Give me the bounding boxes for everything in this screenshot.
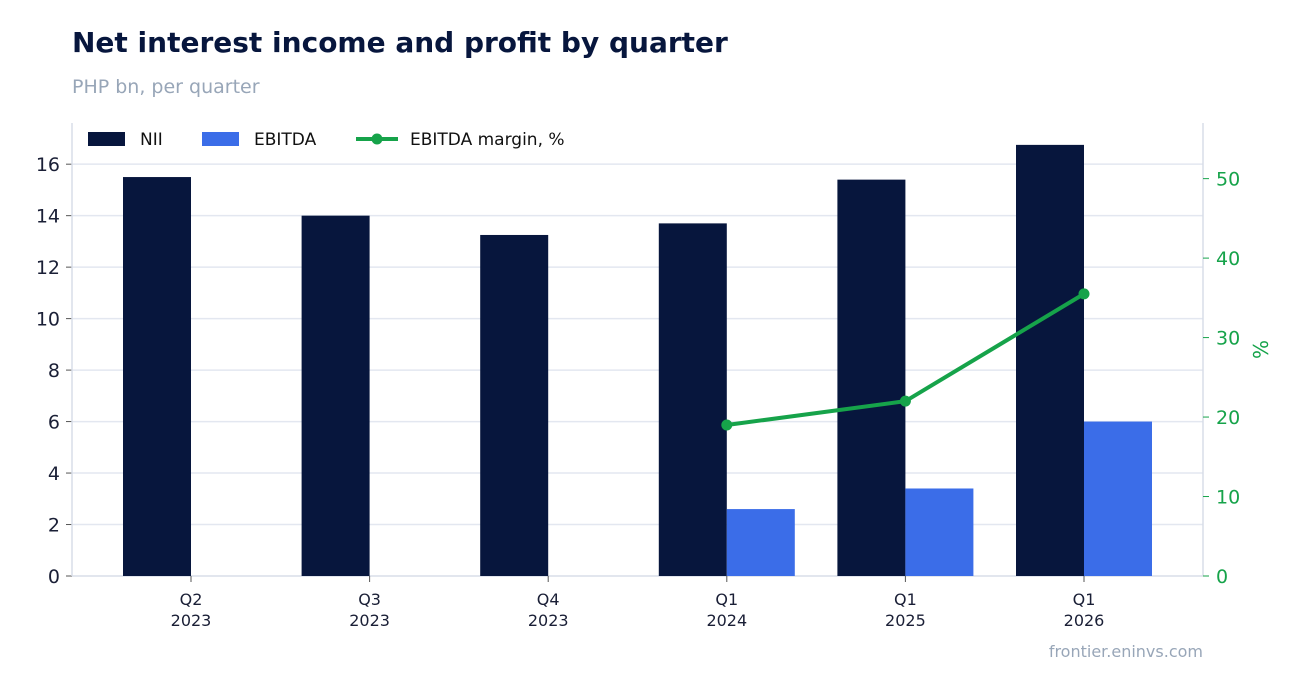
- x-tick-label-quarter: Q1: [894, 590, 917, 609]
- legend-label-ebitda: EBITDA: [254, 130, 317, 150]
- y-tick-label: 14: [36, 206, 60, 228]
- x-tick-label-year: 2023: [171, 611, 212, 630]
- y-tick-label: 4: [48, 463, 60, 485]
- x-tick-label-quarter: Q4: [537, 590, 560, 609]
- x-tick-label-quarter: Q2: [180, 590, 203, 609]
- x-tick-label-quarter: Q1: [1073, 590, 1096, 609]
- y-tick-label: 12: [36, 257, 60, 279]
- y2-tick-label: 40: [1216, 248, 1240, 270]
- x-tick-label-year: 2026: [1064, 611, 1105, 630]
- source-note: frontier.eninvs.com: [1048, 642, 1203, 661]
- x-tick-label-year: 2023: [528, 611, 569, 630]
- bar-nii: [123, 177, 191, 576]
- bar-ebitda: [905, 488, 974, 576]
- y2-tick-label: 0: [1216, 566, 1228, 588]
- y-tick-label: 16: [36, 154, 60, 176]
- margin-point: [1078, 288, 1090, 300]
- x-tick-label-year: 2024: [706, 611, 747, 630]
- y2-axis-label: %: [1249, 340, 1273, 359]
- bar-nii: [1016, 144, 1084, 576]
- x-tick-label-quarter: Q3: [358, 590, 381, 609]
- bar-ebitda: [726, 509, 795, 576]
- x-tick-label-quarter: Q1: [715, 590, 738, 609]
- y-tick-label: 2: [48, 515, 60, 537]
- bar-nii: [837, 179, 906, 576]
- y2-tick-label: 50: [1216, 169, 1240, 191]
- bar-nii: [301, 215, 370, 576]
- chart-subtitle: PHP bn, per quarter: [72, 76, 260, 98]
- margin-point: [899, 395, 911, 407]
- legend-marker-margin: [371, 133, 383, 145]
- y-tick-label: 0: [48, 566, 60, 588]
- legend-label-nii: NII: [140, 130, 163, 150]
- legend-swatch-ebitda: [202, 132, 239, 146]
- bar-nii: [480, 234, 549, 576]
- y-tick-label: 6: [48, 412, 60, 434]
- y2-tick-label: 10: [1216, 487, 1240, 509]
- y-tick-label: 10: [36, 309, 60, 331]
- chart-title: Net interest income and profit by quarte…: [72, 26, 728, 59]
- legend-swatch-nii: [88, 132, 125, 146]
- y2-tick-label: 30: [1216, 328, 1240, 350]
- y-tick-label: 8: [48, 360, 60, 382]
- y2-tick-label: 20: [1216, 407, 1240, 429]
- bar-ebitda: [1084, 421, 1152, 576]
- x-tick-label-year: 2025: [885, 611, 926, 630]
- legend-label-margin: EBITDA margin, %: [410, 130, 565, 150]
- x-tick-label-year: 2023: [349, 611, 390, 630]
- margin-point: [721, 419, 733, 431]
- bar-nii: [658, 223, 727, 576]
